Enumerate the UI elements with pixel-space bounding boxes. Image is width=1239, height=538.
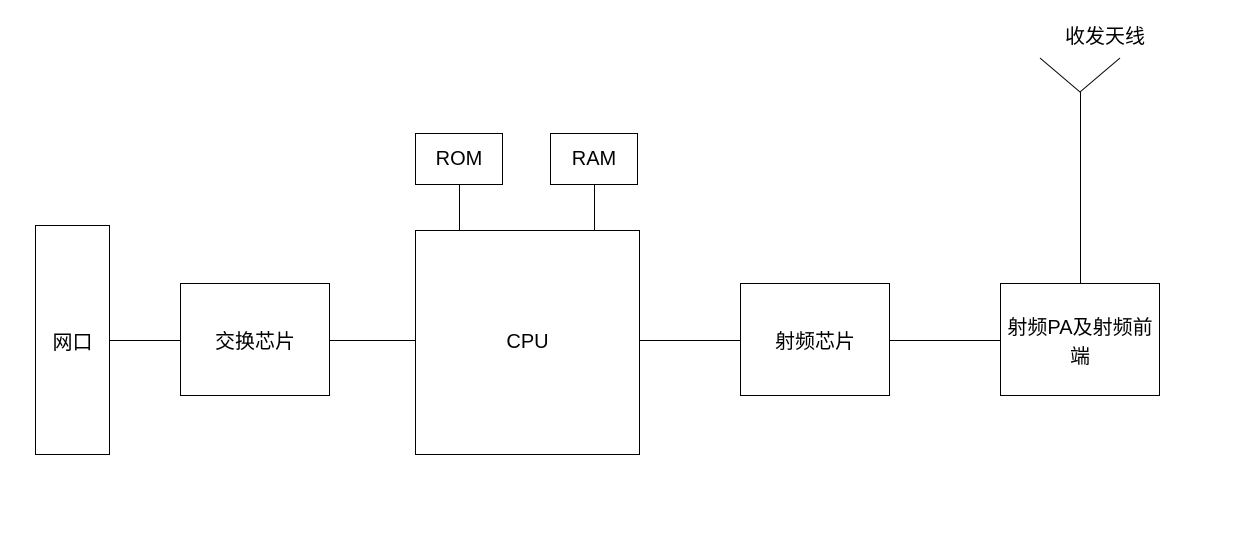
- edge-ram-cpu: [594, 185, 595, 230]
- block-switch-chip: 交换芯片: [180, 283, 330, 396]
- edge-switch-cpu: [330, 340, 415, 341]
- block-rom: ROM: [415, 133, 503, 185]
- label-ram: RAM: [572, 148, 616, 171]
- label-rf-chip: 射频芯片: [775, 325, 855, 354]
- label-rom: ROM: [436, 148, 483, 171]
- label-cpu: CPU: [506, 331, 548, 354]
- block-rf-chip: 射频芯片: [740, 283, 890, 396]
- antenna-label: 收发天线: [1065, 20, 1145, 49]
- label-net-port: 网口: [53, 326, 93, 355]
- antenna-icon: [1040, 58, 1120, 97]
- block-cpu: CPU: [415, 230, 640, 455]
- block-rf-pa: 射频PA及射频前端: [1000, 283, 1160, 396]
- edge-netport-switch: [110, 340, 180, 341]
- edge-rom-cpu: [459, 185, 460, 230]
- antenna-path: [1040, 58, 1120, 92]
- edge-cpu-rf: [640, 340, 740, 341]
- label-switch-chip: 交换芯片: [215, 325, 295, 354]
- antenna-label-text: 收发天线: [1065, 26, 1145, 48]
- block-net-port: 网口: [35, 225, 110, 455]
- edge-rf-pa: [890, 340, 1000, 341]
- block-ram: RAM: [550, 133, 638, 185]
- antenna-stem: [1080, 92, 1081, 283]
- label-rf-pa: 射频PA及射频前端: [1001, 311, 1159, 369]
